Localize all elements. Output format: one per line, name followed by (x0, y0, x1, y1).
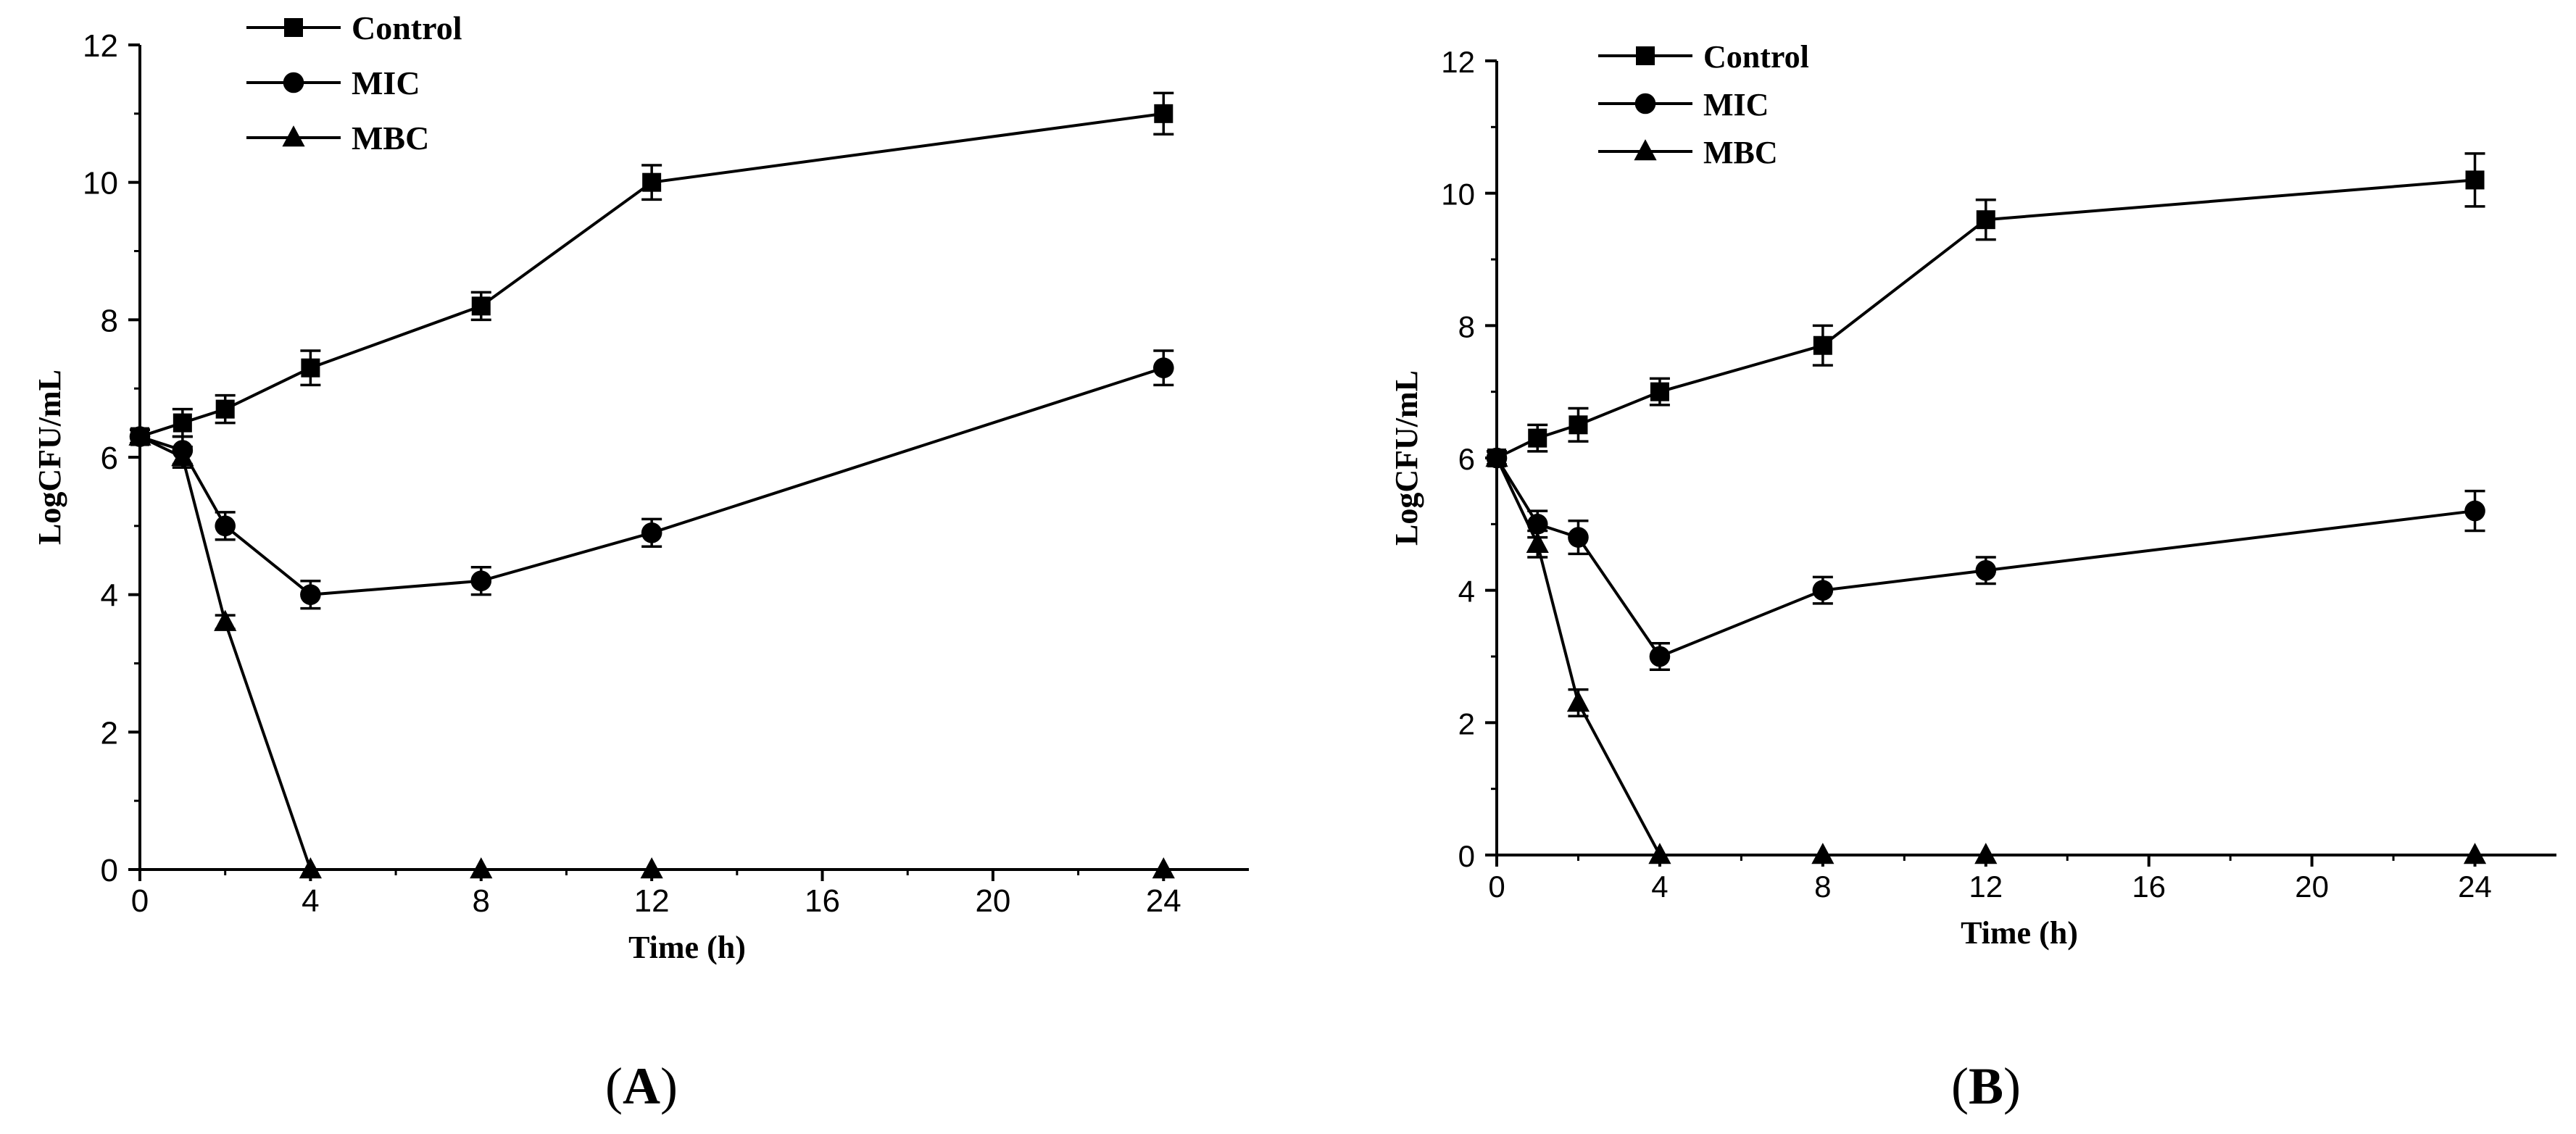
data-point-mic-b (1526, 514, 1548, 535)
series-line-mbc-a (139, 435, 1164, 871)
x-tick-label-b: 12 (1969, 870, 2003, 904)
legend-marker-mbc-b (1634, 139, 1657, 161)
x-axis-label-b: Time (h) (1961, 915, 2078, 951)
y-tick-label-a: 12 (83, 28, 118, 64)
y-axis-label-b: LogCFU/mL (1389, 370, 1424, 546)
data-point-control-b (1650, 382, 1669, 401)
data-point-mbc-b (1648, 843, 1671, 864)
data-point-mic-a (641, 522, 662, 543)
y-tick-label-b: 2 (1458, 706, 1475, 741)
legend-marker-control-a (284, 18, 303, 37)
y-tick-label-a: 2 (101, 715, 118, 751)
data-point-mic-a (470, 570, 492, 591)
x-tick-label-a: 12 (634, 883, 670, 919)
data-point-mbc-a (299, 857, 322, 879)
data-point-mic-b (1975, 559, 1997, 581)
x-tick-label-b: 0 (1488, 870, 1505, 904)
x-tick-label-a: 20 (975, 883, 1010, 919)
data-point-control-a (215, 399, 235, 419)
x-axis-label-a: Time (h) (628, 930, 746, 965)
series-line-mbc-b (1495, 457, 2475, 856)
data-point-mbc-a (128, 424, 151, 446)
legend-label-mbc-a: MBC (352, 120, 429, 157)
data-point-control-b (2465, 170, 2485, 190)
y-tick-label-b: 4 (1458, 575, 1475, 609)
x-tick-label-b: 4 (1651, 870, 1668, 904)
data-point-mbc-a (470, 857, 493, 879)
data-point-control-a (642, 172, 662, 192)
data-point-mbc-a (171, 445, 194, 467)
x-tick-label-b: 16 (2132, 870, 2166, 904)
data-point-mbc-b (1974, 843, 1998, 864)
y-tick-label-b: 6 (1458, 442, 1475, 476)
y-tick-label-b: 8 (1458, 309, 1475, 343)
panel-label-b: (B) (1951, 1057, 2021, 1115)
data-point-mic-a (1153, 357, 1174, 379)
legend-label-control-a: Control (352, 9, 462, 46)
data-point-mic-a (215, 515, 236, 537)
x-tick-label-a: 8 (473, 883, 490, 919)
data-point-mbc-b (1485, 446, 1508, 467)
data-point-mic-b (2464, 500, 2485, 522)
x-tick-label-a: 4 (302, 883, 319, 919)
data-point-control-b (1528, 428, 1547, 448)
x-tick-label-b: 24 (2458, 870, 2492, 904)
y-tick-label-a: 0 (101, 853, 118, 888)
series-line-control-a (139, 112, 1164, 438)
legend-label-control-b: Control (1703, 39, 1809, 75)
legend-marker-mbc-a (282, 125, 305, 147)
y-tick-label-b: 12 (1441, 45, 1475, 79)
data-point-mic-b (1568, 527, 1589, 548)
data-point-mbc-a (214, 609, 237, 631)
y-tick-label-b: 10 (1441, 178, 1475, 212)
x-tick-label-a: 0 (131, 883, 149, 919)
x-tick-label-b: 20 (2295, 870, 2329, 904)
y-axis-label-a: LogCFU/mL (32, 370, 67, 545)
series-line-mic-a (139, 366, 1164, 596)
data-point-mbc-b (1566, 691, 1590, 712)
data-point-control-a (471, 296, 491, 316)
legend-label-mic-b: MIC (1703, 87, 1769, 122)
legend-label-mbc-b: MBC (1703, 135, 1778, 170)
y-tick-label-a: 4 (101, 578, 118, 614)
data-point-mbc-b (2463, 843, 2487, 864)
data-point-mbc-b (1526, 531, 1549, 554)
data-point-mbc-a (1152, 857, 1175, 879)
data-point-mic-b (1812, 580, 1834, 601)
legend-marker-control-b (1636, 46, 1655, 65)
y-tick-label-a: 8 (101, 303, 118, 338)
data-point-mbc-b (1811, 843, 1835, 864)
data-point-control-a (1154, 104, 1173, 123)
data-point-mic-a (300, 584, 321, 605)
data-point-control-b (1813, 335, 1832, 355)
y-tick-label-a: 6 (101, 441, 118, 476)
data-point-mic-b (1649, 646, 1671, 667)
data-point-control-b (1569, 415, 1588, 435)
x-tick-label-a: 16 (805, 883, 840, 919)
data-point-control-a (301, 358, 320, 378)
data-point-control-b (1976, 210, 1995, 230)
y-tick-label-a: 10 (83, 166, 118, 201)
legend-marker-mic-a (283, 72, 304, 93)
panel-label-a: (A) (605, 1057, 678, 1115)
data-point-control-a (173, 413, 192, 433)
data-point-mbc-a (640, 857, 663, 879)
legend-marker-mic-b (1634, 93, 1656, 114)
legend-label-mic-a: MIC (352, 64, 420, 101)
x-tick-label-b: 8 (1814, 870, 1831, 904)
y-tick-label-b: 0 (1458, 839, 1475, 873)
x-tick-label-a: 24 (1146, 883, 1181, 919)
